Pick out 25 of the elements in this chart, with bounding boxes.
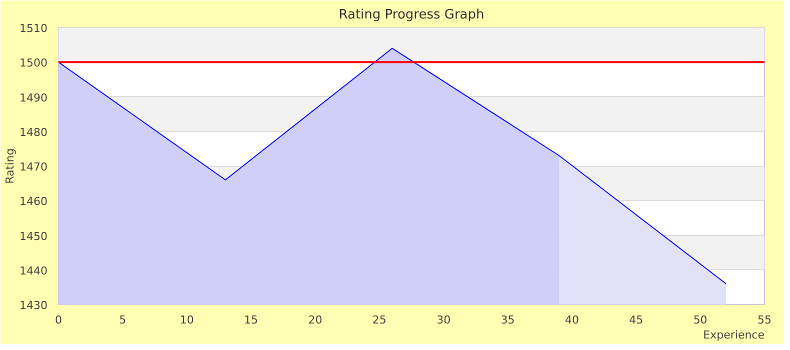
x-tick-label: 35 — [500, 314, 515, 326]
x-tick-label: 50 — [693, 314, 708, 326]
x-tick-label: 5 — [119, 314, 126, 326]
x-tick-label: 30 — [436, 314, 451, 326]
y-tick-label: 1510 — [20, 22, 48, 35]
y-axis-title: Rating — [4, 148, 17, 184]
y-tick-label: 1490 — [20, 91, 48, 104]
y-tick-label: 1450 — [20, 230, 48, 243]
x-axis-title: Experience — [703, 328, 765, 342]
chart-title: Rating Progress Graph — [338, 8, 484, 22]
y-tick-label: 1430 — [20, 299, 48, 312]
x-tick-label: 0 — [55, 314, 62, 326]
line-series — [58, 48, 726, 284]
x-tick-label: 55 — [758, 314, 772, 326]
y-tick-label: 1500 — [20, 56, 48, 70]
x-tick-label: 25 — [372, 314, 386, 326]
y-tick-label: 1460 — [20, 195, 48, 208]
x-tick-label: 10 — [180, 314, 194, 326]
x-tick-label: 45 — [629, 314, 644, 326]
x-tick-label: 40 — [564, 314, 579, 326]
y-tick-label: 1440 — [20, 264, 48, 278]
x-tick-label: 20 — [308, 314, 322, 326]
y-tick-label: 1480 — [20, 126, 48, 139]
x-tick-label: 15 — [244, 314, 258, 326]
y-tick-label: 1470 — [20, 160, 48, 174]
